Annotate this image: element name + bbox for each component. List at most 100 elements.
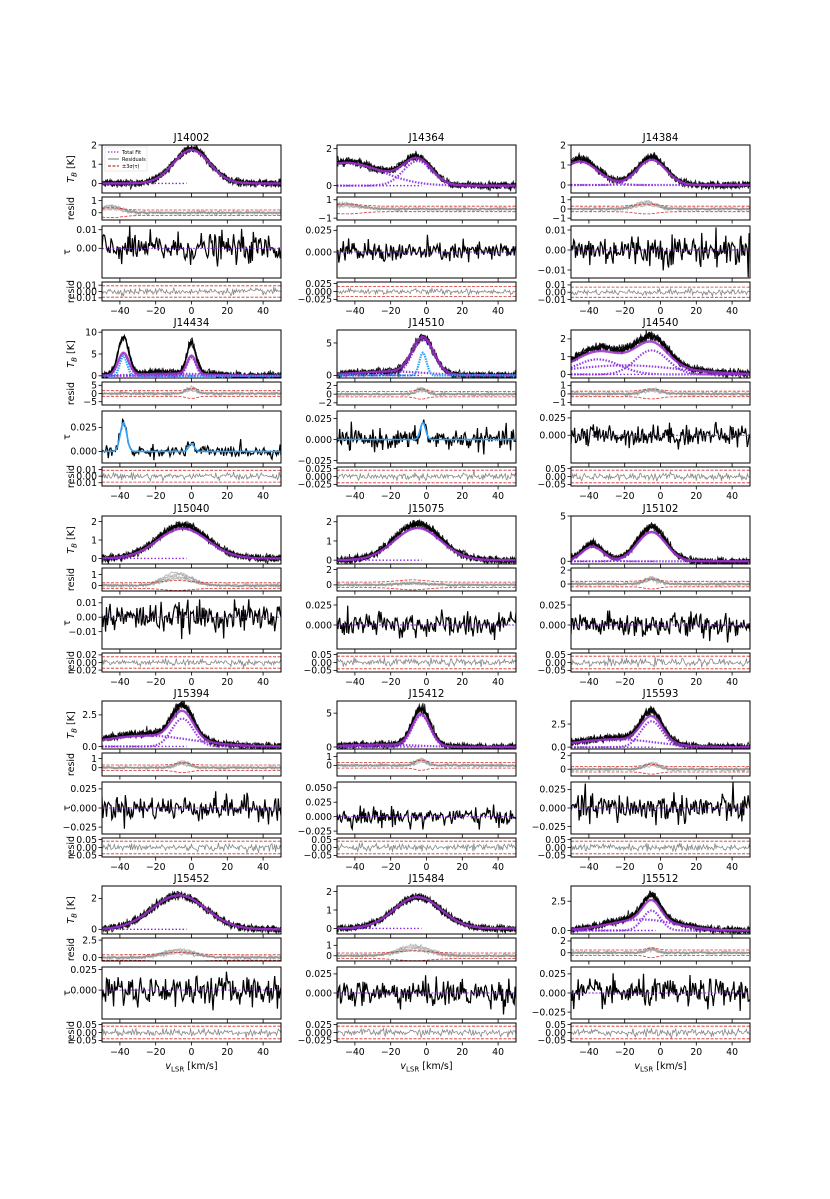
y-tick-label: −0.05 bbox=[304, 666, 333, 677]
axes-frame bbox=[101, 1022, 282, 1043]
tau-residual-traces bbox=[337, 655, 516, 670]
axes-frame bbox=[101, 885, 282, 935]
fit-component bbox=[571, 358, 750, 376]
sigma-upper bbox=[337, 203, 516, 207]
y-tick-label: 0.000 bbox=[305, 988, 332, 999]
x-tick-label: 40 bbox=[257, 306, 269, 317]
emission-traces bbox=[571, 522, 750, 564]
x-tick-label: 40 bbox=[492, 862, 504, 873]
panel-title: J15040 bbox=[173, 503, 210, 515]
tau-residual-trace bbox=[571, 470, 750, 482]
y-tick-label: 0.000 bbox=[305, 287, 332, 298]
y-tick-label: 0.00 bbox=[76, 244, 97, 255]
y-tick-label: 5 bbox=[326, 338, 332, 349]
panel-j15512: J155120.02.502−0.0250.0000.025−0.050.000… bbox=[532, 873, 751, 1074]
total-fit bbox=[102, 351, 281, 377]
y-tick-label: 1 bbox=[326, 195, 332, 206]
x-tick-label: −40 bbox=[579, 862, 599, 873]
y-tick-label: 0 bbox=[91, 389, 97, 400]
panel-j15484: J15484012010.0000.025−0.0250.0000.025−40… bbox=[298, 873, 517, 1074]
tau-residual-trace bbox=[337, 1027, 516, 1038]
axes-frame bbox=[336, 966, 517, 1020]
y-tick-label: 0.00 bbox=[76, 843, 97, 854]
panel-title: J14384 bbox=[642, 132, 679, 144]
x-tick-label: 0 bbox=[189, 306, 195, 317]
tau-fit bbox=[102, 421, 281, 453]
x-tick-label: −20 bbox=[381, 306, 401, 317]
axes-frame bbox=[101, 937, 282, 962]
y-axis-label: resid bbox=[66, 753, 77, 776]
x-axis-label-subscript: LSR bbox=[171, 1066, 184, 1074]
legend-label: Residuals bbox=[122, 157, 146, 163]
y-tick-label: 0.01 bbox=[76, 225, 97, 236]
axes-frame bbox=[570, 885, 751, 935]
y-axis-label: resid bbox=[66, 1021, 77, 1044]
data-trace bbox=[102, 701, 281, 749]
panel-title: J15484 bbox=[408, 873, 445, 885]
emission-residual-traces bbox=[102, 384, 281, 399]
y-tick-label: −0.01 bbox=[69, 293, 98, 304]
x-tick-label: 20 bbox=[456, 306, 468, 317]
y-tick-label: 0 bbox=[91, 925, 97, 936]
y-tick-label: −0.05 bbox=[304, 851, 333, 862]
tau-traces bbox=[337, 975, 516, 1015]
total-fit bbox=[571, 898, 750, 932]
x-tick-label: 40 bbox=[492, 1047, 504, 1058]
residual-trace bbox=[102, 204, 281, 216]
axes-frame bbox=[101, 329, 282, 379]
axes-frame bbox=[336, 652, 517, 673]
y-tick-label: 0.00 bbox=[545, 245, 566, 256]
x-tick-label: −40 bbox=[110, 862, 130, 873]
panel-j14510: J1451005−202−0.0250.0000.025−0.0250.0000… bbox=[298, 317, 517, 502]
tau-trace bbox=[102, 599, 281, 640]
residual-trace bbox=[337, 580, 516, 588]
x-tick-label: 20 bbox=[221, 862, 233, 873]
y-tick-label: 0.00 bbox=[76, 287, 97, 298]
x-tick-label: −40 bbox=[345, 677, 365, 688]
axes-frame bbox=[570, 781, 751, 835]
x-tick-label: 0 bbox=[658, 306, 664, 317]
sigma-lower bbox=[571, 586, 750, 590]
y-tick-label: 0.00 bbox=[76, 658, 97, 669]
panel-j14384: J14384012−101−0.010.000.01−0.010.000.01−… bbox=[538, 132, 751, 317]
x-tick-label: 40 bbox=[492, 306, 504, 317]
x-tick-label: 0 bbox=[658, 862, 664, 873]
data-trace bbox=[102, 701, 281, 749]
emission-residual-traces bbox=[571, 575, 750, 590]
y-tick-label: 2.5 bbox=[551, 719, 566, 730]
x-axis-label: vLSR [km/s] bbox=[400, 1061, 452, 1074]
tau-traces bbox=[337, 419, 516, 455]
panel-title: J15394 bbox=[173, 688, 210, 700]
y-tick-label: 0.000 bbox=[305, 247, 332, 258]
tau-residual-traces bbox=[102, 840, 281, 855]
axes-frame bbox=[570, 567, 751, 592]
y-tick-label: 0.025 bbox=[305, 798, 332, 809]
x-tick-label: 40 bbox=[726, 862, 738, 873]
axes-frame bbox=[570, 1022, 751, 1043]
x-tick-label: 20 bbox=[690, 306, 702, 317]
emission-residual-traces bbox=[102, 760, 281, 774]
y-tick-label: 0.000 bbox=[539, 803, 566, 814]
y-tick-label: 5 bbox=[326, 708, 332, 719]
tau-residual-trace bbox=[571, 1027, 750, 1039]
y-tick-label: 1 bbox=[326, 752, 332, 763]
y-tick-label: 0.0 bbox=[551, 742, 566, 753]
sigma-upper bbox=[571, 388, 750, 392]
y-tick-label: 0 bbox=[91, 763, 97, 774]
tau-trace bbox=[571, 782, 750, 826]
data-trace bbox=[102, 701, 281, 749]
cold-component bbox=[337, 351, 516, 377]
residual-trace bbox=[571, 386, 750, 398]
emission-residual-traces bbox=[571, 199, 750, 215]
y-tick-label: 0.00 bbox=[76, 1028, 97, 1039]
tau-residual-trace bbox=[102, 471, 281, 483]
tau-residual-trace bbox=[102, 286, 281, 298]
x-tick-label: 40 bbox=[257, 491, 269, 502]
axes-frame bbox=[336, 596, 517, 650]
y-tick-label: −0.025 bbox=[532, 1007, 566, 1018]
